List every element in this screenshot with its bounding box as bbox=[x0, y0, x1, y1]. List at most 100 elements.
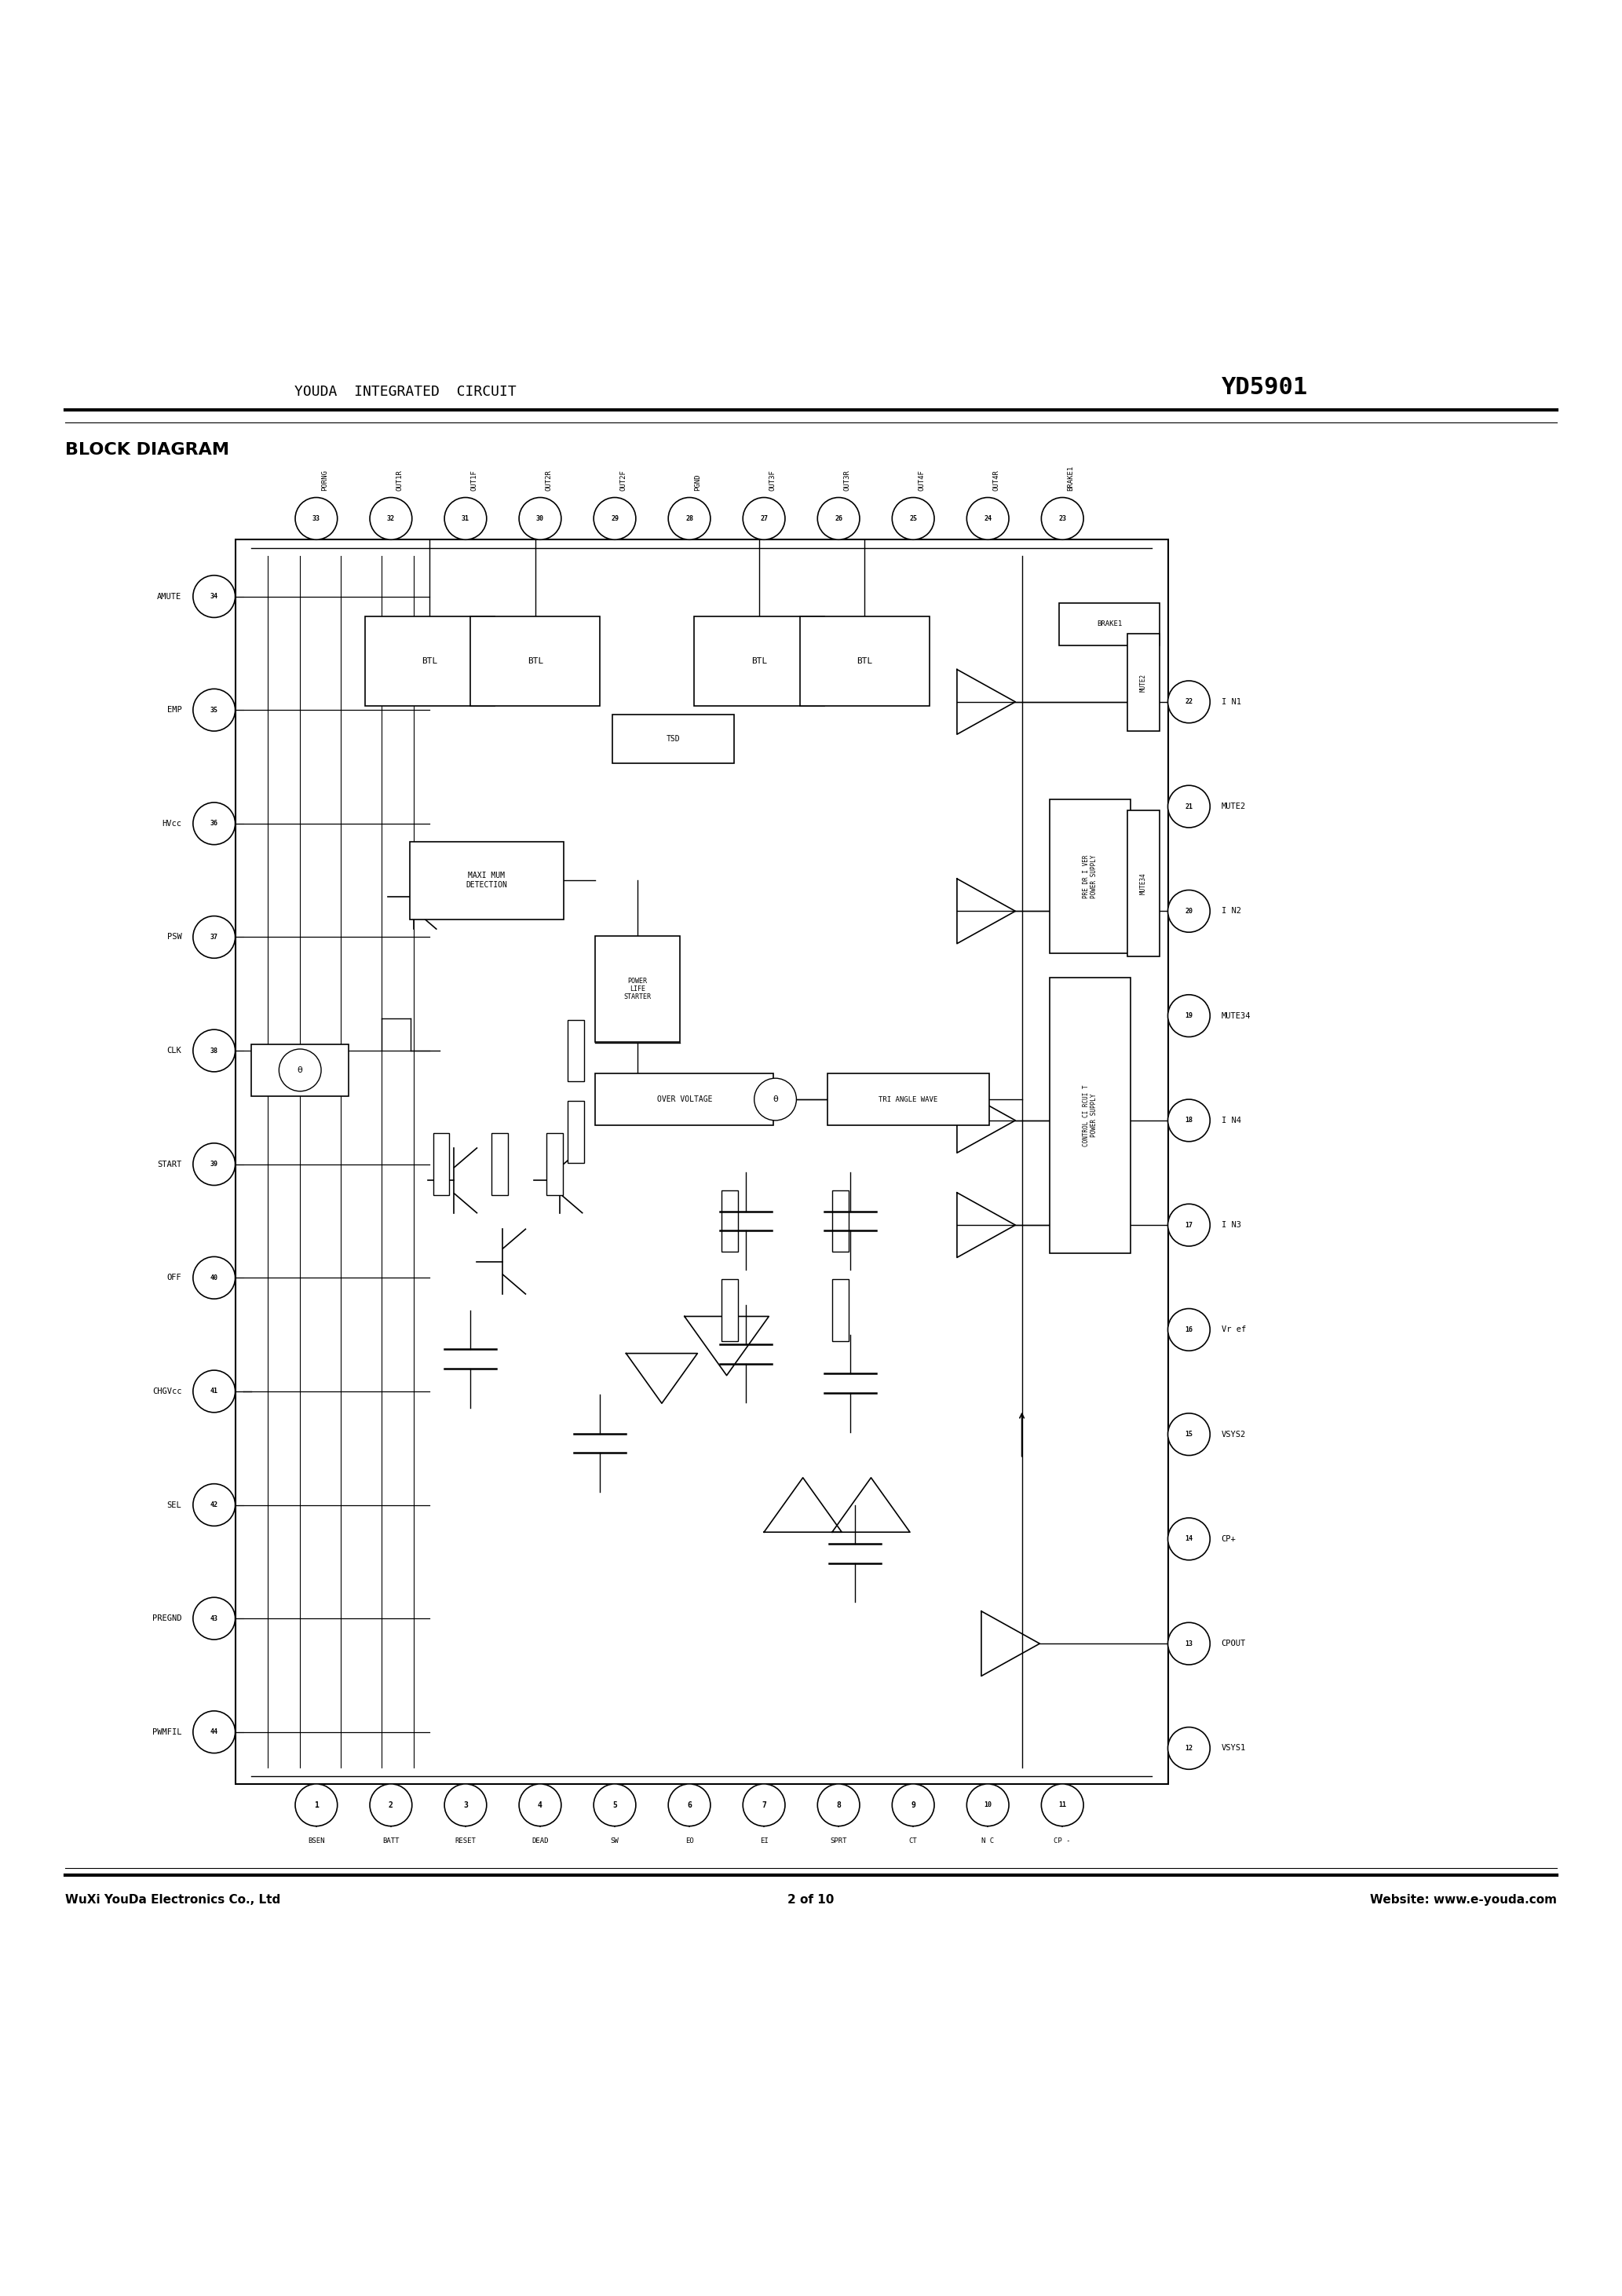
Bar bbox=[832, 1279, 848, 1341]
Text: TSD: TSD bbox=[667, 735, 680, 744]
Circle shape bbox=[370, 498, 412, 540]
Text: EO: EO bbox=[684, 1837, 694, 1844]
Text: 30: 30 bbox=[537, 514, 543, 521]
Text: BRAKE1: BRAKE1 bbox=[1096, 620, 1122, 627]
Text: CP+: CP+ bbox=[1221, 1536, 1236, 1543]
Text: BTL: BTL bbox=[422, 657, 438, 666]
Text: 7: 7 bbox=[762, 1800, 766, 1809]
Circle shape bbox=[1168, 891, 1210, 932]
Bar bbox=[1049, 978, 1131, 1254]
Bar bbox=[800, 618, 929, 705]
Text: 25: 25 bbox=[910, 514, 916, 521]
Text: BLOCK DIAGRAM: BLOCK DIAGRAM bbox=[65, 443, 229, 457]
Text: CPOUT: CPOUT bbox=[1221, 1639, 1246, 1649]
Circle shape bbox=[754, 1079, 796, 1120]
Circle shape bbox=[193, 1483, 235, 1527]
Circle shape bbox=[1168, 1727, 1210, 1770]
Text: BSEN: BSEN bbox=[308, 1837, 324, 1844]
Text: YD5901: YD5901 bbox=[1221, 377, 1309, 400]
Text: BTL: BTL bbox=[751, 657, 767, 666]
Circle shape bbox=[193, 1711, 235, 1754]
Circle shape bbox=[743, 498, 785, 540]
Circle shape bbox=[668, 498, 710, 540]
Bar bbox=[251, 1045, 349, 1095]
Bar bbox=[491, 1134, 508, 1194]
Text: MUTE2: MUTE2 bbox=[1221, 804, 1246, 810]
Bar bbox=[433, 1134, 449, 1194]
Text: OFF: OFF bbox=[167, 1274, 182, 1281]
Text: Vr ef: Vr ef bbox=[1221, 1325, 1246, 1334]
Text: HVcc: HVcc bbox=[162, 820, 182, 827]
Text: 42: 42 bbox=[211, 1502, 217, 1508]
Text: PSW: PSW bbox=[167, 932, 182, 941]
Bar bbox=[827, 1072, 989, 1125]
Text: 9: 9 bbox=[912, 1800, 915, 1809]
Text: N C: N C bbox=[981, 1837, 994, 1844]
Text: 32: 32 bbox=[388, 514, 394, 521]
Text: YOUDA  INTEGRATED  CIRCUIT: YOUDA INTEGRATED CIRCUIT bbox=[295, 383, 516, 400]
Circle shape bbox=[1168, 1100, 1210, 1141]
Bar bbox=[613, 714, 733, 765]
Text: 3: 3 bbox=[464, 1800, 467, 1809]
Text: I N4: I N4 bbox=[1221, 1116, 1241, 1125]
Circle shape bbox=[1041, 1784, 1083, 1825]
Text: BATT: BATT bbox=[383, 1837, 399, 1844]
Text: PRE DR I VER
POWER SUPPLY: PRE DR I VER POWER SUPPLY bbox=[1082, 854, 1098, 898]
Circle shape bbox=[193, 1598, 235, 1639]
Bar bbox=[568, 1102, 584, 1162]
Text: 24: 24 bbox=[985, 514, 991, 521]
Text: 36: 36 bbox=[211, 820, 217, 827]
Text: 27: 27 bbox=[761, 514, 767, 521]
Text: 22: 22 bbox=[1186, 698, 1192, 705]
Text: 6: 6 bbox=[688, 1800, 691, 1809]
Bar bbox=[832, 1189, 848, 1251]
Text: CONTROL CI RCUI T
POWER SUPPLY: CONTROL CI RCUI T POWER SUPPLY bbox=[1082, 1084, 1098, 1146]
Text: 18: 18 bbox=[1186, 1116, 1192, 1125]
Text: 35: 35 bbox=[211, 707, 217, 714]
Text: 26: 26 bbox=[835, 514, 842, 521]
Circle shape bbox=[444, 498, 487, 540]
Text: 8: 8 bbox=[837, 1800, 840, 1809]
Text: 21: 21 bbox=[1186, 804, 1192, 810]
Text: 29: 29 bbox=[611, 514, 618, 521]
Text: I N2: I N2 bbox=[1221, 907, 1241, 916]
Circle shape bbox=[1041, 498, 1083, 540]
Text: START: START bbox=[157, 1159, 182, 1169]
Text: 2: 2 bbox=[389, 1800, 393, 1809]
Circle shape bbox=[1168, 994, 1210, 1038]
Bar bbox=[722, 1279, 738, 1341]
Bar bbox=[722, 1189, 738, 1251]
Text: I N1: I N1 bbox=[1221, 698, 1241, 705]
Circle shape bbox=[279, 1049, 321, 1091]
Text: CHGVcc: CHGVcc bbox=[152, 1387, 182, 1396]
Text: OUT4R: OUT4R bbox=[993, 471, 999, 491]
Circle shape bbox=[1168, 1203, 1210, 1247]
Text: MAXI MUM
DETECTION: MAXI MUM DETECTION bbox=[466, 872, 508, 889]
Text: WuXi YouDa Electronics Co., Ltd: WuXi YouDa Electronics Co., Ltd bbox=[65, 1894, 281, 1906]
Text: 13: 13 bbox=[1186, 1639, 1192, 1646]
Circle shape bbox=[193, 1256, 235, 1300]
Text: RESET: RESET bbox=[454, 1837, 477, 1844]
Text: 40: 40 bbox=[211, 1274, 217, 1281]
Circle shape bbox=[193, 1143, 235, 1185]
Text: OUT2F: OUT2F bbox=[620, 471, 626, 491]
Text: SEL: SEL bbox=[167, 1502, 182, 1508]
Text: PORNG: PORNG bbox=[321, 471, 328, 491]
Text: 16: 16 bbox=[1186, 1327, 1192, 1334]
Text: POWER
LIFE
STARTER: POWER LIFE STARTER bbox=[624, 978, 650, 1001]
Text: VSYS2: VSYS2 bbox=[1221, 1430, 1246, 1437]
Text: VSYS1: VSYS1 bbox=[1221, 1745, 1246, 1752]
Text: 5: 5 bbox=[613, 1800, 616, 1809]
Circle shape bbox=[193, 1029, 235, 1072]
Text: TSD: TSD bbox=[294, 1065, 307, 1075]
Text: 2 of 10: 2 of 10 bbox=[788, 1894, 834, 1906]
Circle shape bbox=[967, 1784, 1009, 1825]
Circle shape bbox=[193, 804, 235, 845]
Circle shape bbox=[519, 1784, 561, 1825]
Bar bbox=[595, 937, 680, 1042]
Circle shape bbox=[295, 1784, 337, 1825]
Circle shape bbox=[1168, 1518, 1210, 1559]
Text: 20: 20 bbox=[1186, 907, 1192, 914]
Text: AMUTE: AMUTE bbox=[157, 592, 182, 599]
Text: 41: 41 bbox=[211, 1387, 217, 1396]
